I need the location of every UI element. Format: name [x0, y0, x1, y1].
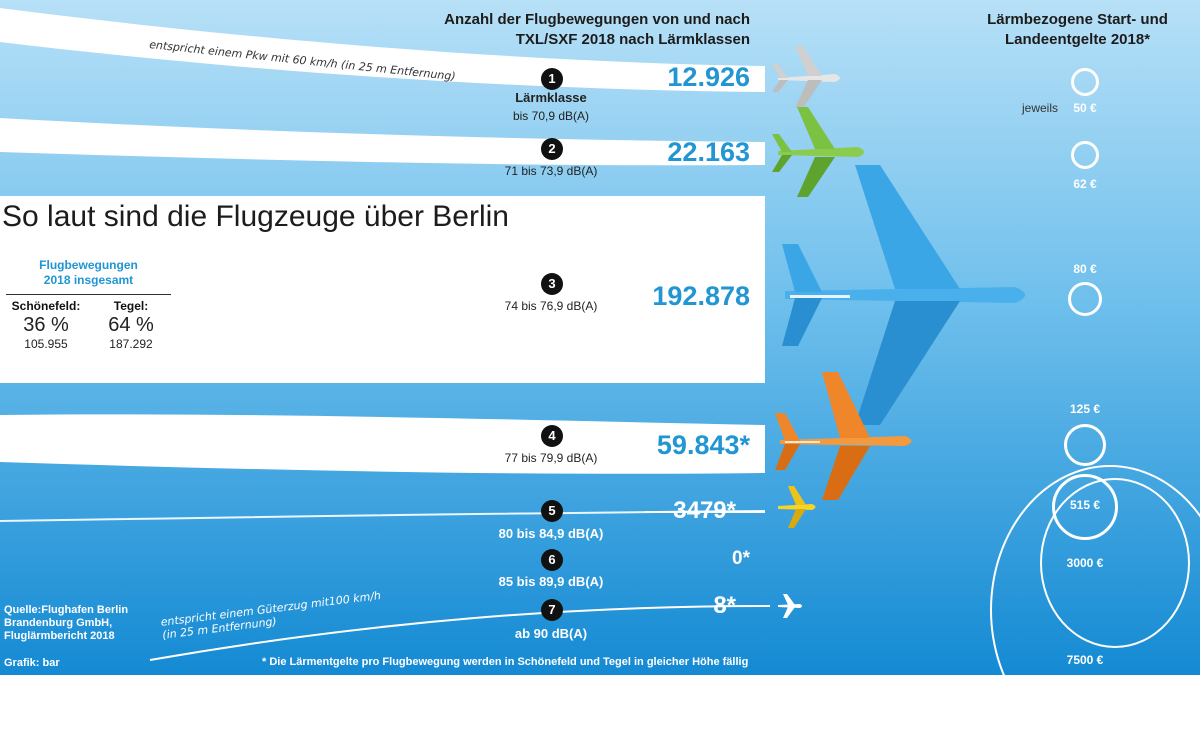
band-class-5 — [0, 510, 765, 522]
count-label-1: 12.926 — [667, 62, 750, 92]
band-class-7 — [149, 605, 766, 661]
fee-each-label: jeweils — [1021, 101, 1058, 115]
share-col-name: Schönefeld: — [11, 299, 81, 313]
source-line-3: Fluglärmbericht 2018 — [4, 630, 115, 642]
band-class-4 — [0, 414, 765, 474]
fee-label-2: 62 € — [1073, 177, 1097, 191]
class-badge-5: 5 — [541, 500, 563, 522]
class-badge-4: 4 — [541, 425, 563, 447]
plane-orange-icon — [775, 372, 912, 500]
band-class-2 — [0, 118, 765, 166]
class-badge-1: 1 — [541, 68, 563, 90]
count-label-3: 192.878 — [652, 281, 750, 311]
fee-label-5: 515 € — [1069, 498, 1101, 512]
source-line-2: Brandenburg GmbH, — [4, 617, 113, 629]
class-badge-6: 6 — [541, 549, 563, 571]
class-badge-7: 7 — [541, 599, 563, 621]
share-col-count: 187.292 — [109, 337, 153, 351]
fee-ring-2 — [1071, 141, 1099, 169]
class-range-5: 80 bis 84,9 dB(A) — [498, 526, 604, 541]
plane-grey-icon — [772, 46, 840, 108]
share-col-name: Tegel: — [113, 299, 149, 313]
source-note: Quelle:Flughafen Berlin Brandenburg GmbH… — [4, 604, 154, 643]
header-left-line-2: TXL/SXF 2018 nach Lärmklassen — [515, 31, 750, 48]
band-class-1 — [0, 8, 765, 92]
share-divider — [6, 294, 171, 295]
source-line-1: Quelle:Flughafen Berlin — [4, 604, 129, 616]
fee-ring-4 — [1064, 424, 1106, 466]
planes-layer — [772, 46, 1025, 618]
fee-label-7: 7500 € — [1066, 653, 1104, 667]
share-col-tegel: Tegel: 64 % 187.292 — [91, 299, 171, 351]
share-col-pct: 64 % — [108, 314, 154, 336]
share-title-line-1: Flugbewegungen — [39, 258, 138, 272]
plane-green-icon — [772, 107, 864, 197]
band-class-3 — [0, 196, 765, 383]
class-range-1: bis 70,9 dB(A) — [512, 109, 590, 123]
fee-label-6: 3000 € — [1066, 556, 1104, 570]
count-label-2: 22.163 — [667, 137, 750, 167]
fee-label-1: 50 € — [1073, 101, 1097, 115]
fee-label-3: 80 € — [1073, 262, 1097, 276]
header-right: Lärmbezogene Start- und Landeentgelte 20… — [960, 10, 1195, 50]
count-label-7: 8* — [713, 592, 736, 619]
class-badge-3: 3 — [541, 273, 563, 295]
share-panel: Flugbewegungen 2018 insgesamt Schönefeld… — [6, 258, 171, 369]
share-title-line-2: 2018 insgesamt — [43, 273, 134, 287]
header-right-line-2: Landeentgelte 2018* — [1004, 31, 1151, 48]
class-range-4: 77 bis 79,9 dB(A) — [504, 451, 598, 465]
sky-background — [0, 0, 1200, 675]
share-col-pct: 36 % — [23, 314, 69, 336]
class-range-7: ab 90 dB(A) — [514, 626, 588, 641]
share-col-count: 105.955 — [24, 337, 68, 351]
footnote: * Die Lärmentgelte pro Flugbewegung werd… — [262, 656, 749, 668]
count-label-4: 59.843* — [656, 430, 750, 460]
class-range-6: 85 bis 89,9 dB(A) — [498, 574, 604, 589]
class-label: Lärmklasse — [515, 90, 587, 105]
share-col-schoenefeld: Schönefeld: 36 % 105.955 — [6, 299, 86, 351]
share-title: Flugbewegungen 2018 insgesamt — [6, 258, 171, 288]
share-columns: Schönefeld: 36 % 105.955 Tegel: 64 % 187… — [6, 299, 171, 369]
count-label-5: 3479* — [673, 497, 736, 524]
class-range-2: 71 bis 73,9 dB(A) — [504, 164, 598, 178]
plane-yellow-icon — [778, 486, 816, 528]
header-left-line-1: Anzahl der Flugbewegungen von und nach — [444, 11, 750, 28]
header-right-line-1: Lärmbezogene Start- und — [987, 11, 1168, 28]
class-badge-2: 2 — [541, 138, 563, 160]
class-range-3: 74 bis 76,9 dB(A) — [504, 299, 598, 313]
header-left: Anzahl der Flugbewegungen von und nach T… — [380, 10, 750, 50]
fee-ring-3 — [1068, 282, 1102, 316]
fee-label-4: 125 € — [1069, 402, 1101, 416]
credit: Grafik: bar — [4, 657, 60, 669]
fee-ring-1 — [1071, 68, 1099, 96]
plane-white-icon — [778, 594, 802, 618]
plane-blue-icon — [782, 165, 1025, 425]
count-label-6: 0* — [732, 548, 750, 569]
chart-title: So laut sind die Flugzeuge über Berlin — [2, 200, 509, 233]
